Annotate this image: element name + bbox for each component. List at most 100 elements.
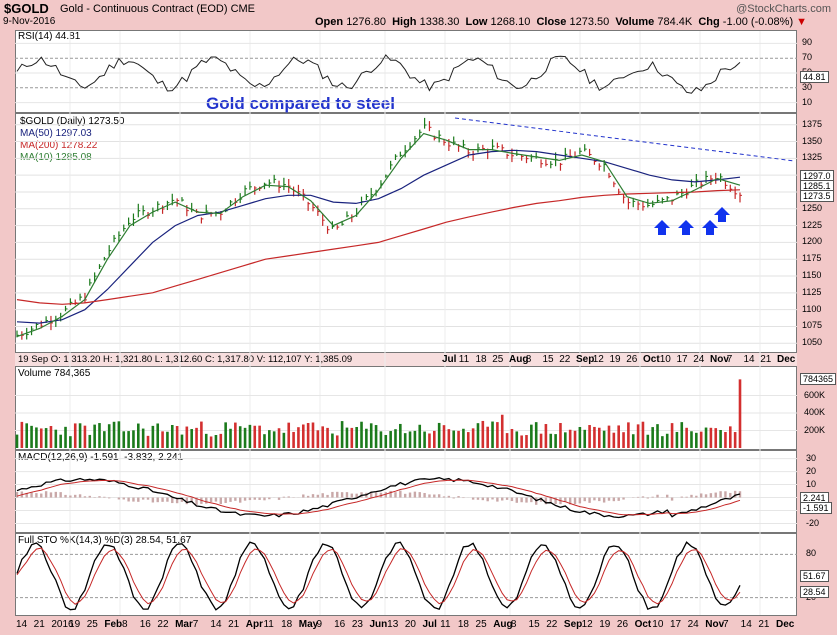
macd-histogram-bar [25, 492, 28, 498]
macd-histogram-bar [287, 496, 290, 498]
macd-histogram-bar [69, 495, 72, 498]
bottom-axis-label: 10 [652, 619, 664, 630]
price-date-label: Dec [777, 354, 796, 365]
volume-bar [733, 432, 737, 448]
volume-bar [447, 429, 451, 448]
price-date-label: 22 [559, 354, 571, 365]
volume-bar [665, 433, 669, 448]
rsi-tick-label: 10 [802, 96, 813, 107]
volume-bar [423, 431, 426, 448]
bottom-axis-label: 19 [69, 619, 81, 630]
volume-bar [539, 433, 543, 448]
macd-histogram-bar [690, 494, 693, 498]
macd-histogram-bar [515, 497, 518, 503]
volume-bar [564, 432, 567, 448]
volume-bar [602, 430, 606, 448]
ma10-line [16, 132, 741, 338]
price-date-label: 25 [492, 354, 504, 365]
sto-value-tag: 28.54 [800, 586, 829, 598]
volume-bar [466, 432, 470, 448]
volume-bar [49, 426, 53, 448]
volume-bar [345, 427, 349, 448]
sto-k-line [16, 541, 741, 611]
macd-histogram-bar [622, 497, 625, 500]
volume-bar [20, 421, 24, 448]
volume-bar [170, 424, 174, 448]
volume-bar [15, 434, 19, 448]
macd-histogram-bar [151, 497, 155, 503]
volume-bar [268, 430, 271, 448]
macd-histogram-bar [253, 497, 256, 500]
macd-histogram-bar [117, 497, 121, 500]
macd-histogram-bar [496, 497, 499, 502]
macd-histogram-bar [583, 497, 586, 502]
volume-bar [631, 434, 635, 448]
bottom-axis-label: 21 [33, 619, 45, 630]
volume-bar [93, 424, 96, 448]
volume-bar [301, 424, 305, 448]
volume-bar [491, 421, 494, 448]
volume-bar [462, 428, 465, 448]
bottom-axis-label: Mar [175, 619, 193, 630]
volume-bar [675, 431, 679, 448]
macd-signal-line [16, 479, 741, 516]
volume-bar [69, 436, 72, 448]
volume-bar [103, 431, 106, 448]
price-tick-label: 1075 [802, 320, 823, 331]
volume-bar [306, 423, 310, 448]
price-date-label: 19 [609, 354, 621, 365]
price-tick-label: 1325 [802, 152, 823, 163]
macd-histogram-bar [248, 497, 252, 501]
volume-bar [738, 379, 742, 448]
volume-bar [369, 423, 373, 448]
macd-histogram-bar [268, 497, 271, 500]
bottom-axis-label: 16 [139, 619, 151, 630]
macd-histogram-bar [316, 494, 320, 498]
macd-histogram-bar [205, 497, 208, 504]
volume-bar [195, 427, 198, 448]
macd-tick-label: 10 [806, 478, 817, 489]
macd-histogram-bar [394, 492, 397, 498]
volume-bar [617, 425, 620, 448]
volume-bar [234, 422, 237, 448]
macd-histogram-bar [15, 492, 19, 498]
volume-bar [656, 424, 659, 448]
macd-histogram-bar [525, 497, 528, 503]
legend-ma50: MA(50) 1297.03 [20, 128, 92, 139]
macd-histogram-bar [35, 493, 38, 498]
volume-bar [190, 429, 193, 448]
volume-bar [253, 425, 257, 448]
price-date-label: 10 [659, 354, 671, 365]
macd-histogram-bar [437, 494, 441, 498]
volume-bar [641, 421, 645, 448]
macd-histogram-bar [695, 495, 698, 498]
volume-bar [54, 429, 58, 448]
macd-histogram-bar [98, 496, 101, 498]
volume-bar [258, 425, 261, 448]
volume-bar [636, 424, 640, 448]
price-tick-label: 1050 [802, 337, 823, 348]
macd-histogram-bar [666, 494, 669, 498]
volume-bar [146, 435, 150, 448]
volume-bar [78, 423, 82, 448]
bottom-axis-label: 2016 [51, 619, 74, 630]
bottom-axis-label: 8 [510, 619, 517, 630]
macd-histogram-bar [340, 492, 344, 498]
volume-bar [321, 426, 324, 448]
legend-gold: $GOLD (Daily) 1273.50 [20, 116, 125, 127]
macd-histogram-bar [491, 497, 494, 500]
price-tick-label: 1150 [802, 270, 822, 281]
volume-bar [98, 423, 101, 448]
macd-histogram-bar [302, 494, 305, 498]
volume-bar [64, 426, 67, 448]
macd-histogram-bar [573, 497, 577, 505]
down-arrow-icon: ▼ [796, 16, 808, 28]
macd-histogram-bar [83, 496, 87, 498]
macd-histogram-bar [345, 492, 349, 498]
volume-bar [39, 428, 43, 448]
macd-histogram-bar [175, 497, 179, 504]
macd-histogram-bar [384, 492, 387, 498]
volume-bar [394, 429, 397, 448]
macd-histogram-bar [578, 497, 582, 504]
bottom-axis-label: May [298, 619, 319, 630]
